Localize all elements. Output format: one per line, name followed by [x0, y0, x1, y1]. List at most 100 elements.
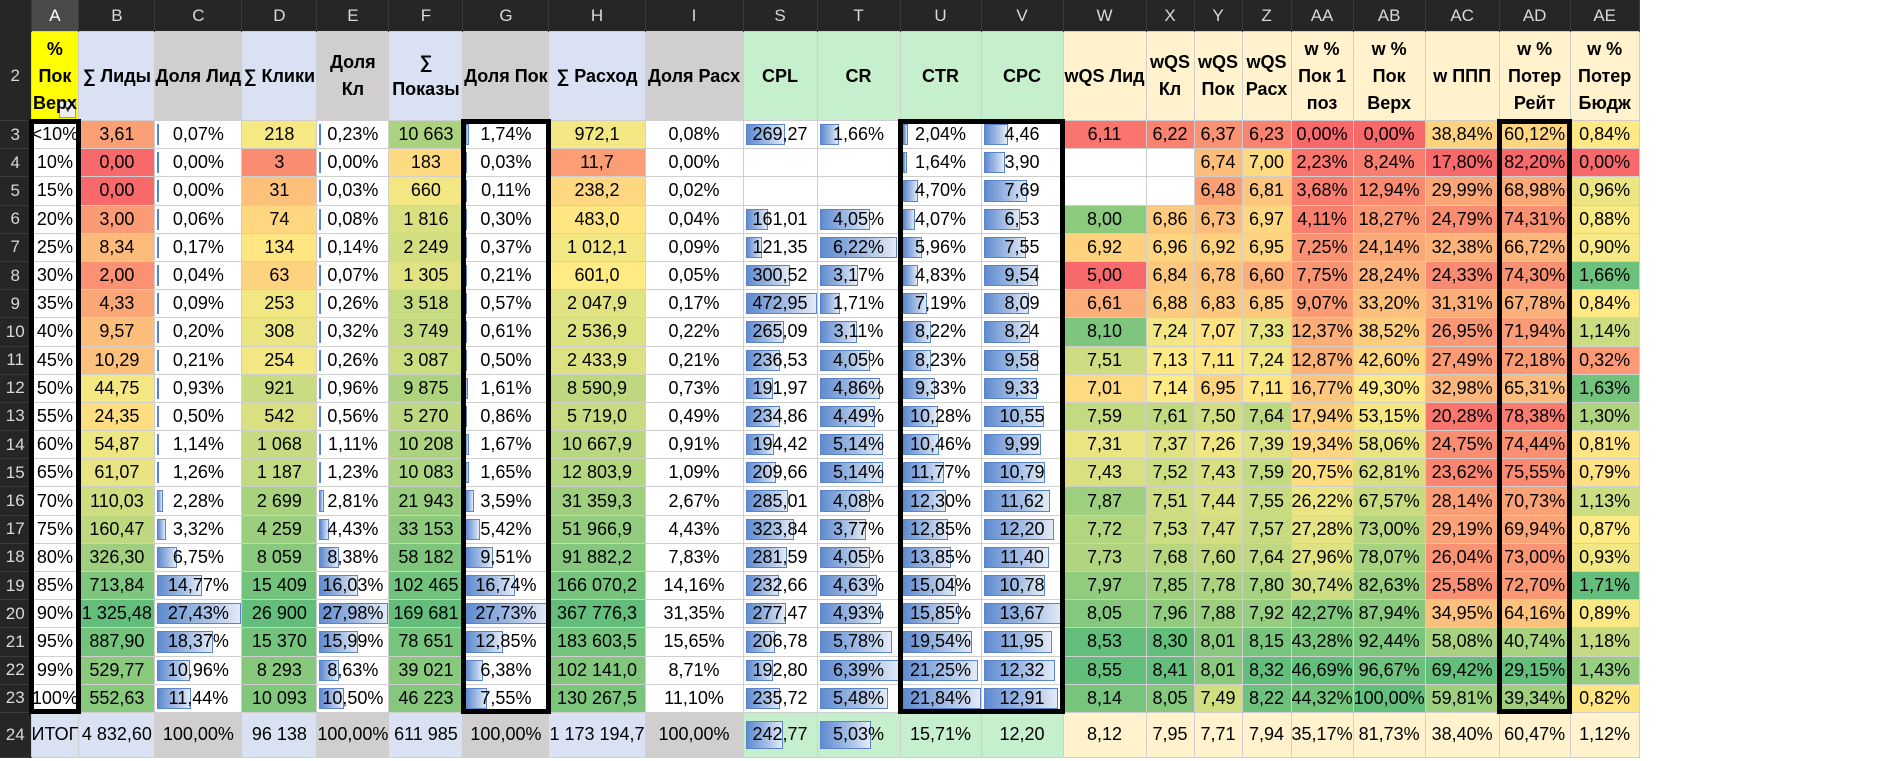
cell-x-9[interactable]: 6,88	[1145, 289, 1195, 319]
cell-x-17[interactable]: 7,53	[1145, 514, 1195, 544]
cell-w-6[interactable]: 8,00	[1062, 204, 1147, 234]
cell-d-22[interactable]: 8 293	[241, 655, 318, 685]
cell-y-12[interactable]: 6,95	[1193, 373, 1243, 403]
row-number[interactable]: 10	[0, 317, 31, 347]
row-number[interactable]: 14	[0, 430, 31, 460]
column-title-y[interactable]: wQS Пок	[1193, 31, 1243, 121]
cell-t-13[interactable]: 4,49%	[816, 401, 901, 432]
column-title-z[interactable]: wQS Расх	[1241, 31, 1292, 121]
cell-h-3[interactable]: 972,1	[548, 119, 646, 150]
cell-v-21[interactable]: 11,95	[980, 627, 1064, 657]
cell-ac-11[interactable]: 27,49%	[1424, 345, 1500, 375]
cell-ac-15[interactable]: 23,62%	[1424, 458, 1500, 488]
cell-ad-18[interactable]: 73,00%	[1498, 542, 1571, 573]
cell-ac-8[interactable]: 24,33%	[1424, 260, 1500, 291]
cell-v-5[interactable]: 7,69	[980, 176, 1064, 206]
cell-ae-15[interactable]: 0,79%	[1569, 458, 1640, 488]
cell-b-21[interactable]: 887,90	[78, 627, 156, 657]
row-number[interactable]: 11	[0, 346, 31, 375]
cell-g-13[interactable]: 0,86%	[462, 401, 550, 432]
cell-i-23[interactable]: 11,10%	[644, 683, 744, 713]
cell-a-23[interactable]: 100%	[30, 683, 80, 713]
cell-d-3[interactable]: 218	[241, 119, 318, 150]
cell-u-5[interactable]: 4,70%	[899, 176, 982, 206]
cell-z-9[interactable]: 6,85	[1241, 289, 1292, 319]
cell-d-23[interactable]: 10 093	[241, 683, 318, 713]
cell-ae-21[interactable]: 1,18%	[1569, 627, 1640, 657]
cell-g-17[interactable]: 5,42%	[462, 514, 550, 544]
cell-v-14[interactable]: 9,99	[980, 430, 1064, 460]
cell-b-9[interactable]: 4,33	[78, 289, 156, 319]
cell-x-21[interactable]: 8,30	[1145, 627, 1195, 657]
column-title-ac[interactable]: w ППП	[1424, 31, 1500, 121]
cell-g-22[interactable]: 6,38%	[462, 655, 550, 685]
cell-d-7[interactable]: 134	[241, 232, 318, 262]
cell-u-8[interactable]: 4,83%	[899, 260, 982, 291]
cell-ac-12[interactable]: 32,98%	[1424, 373, 1500, 403]
cell-s-3[interactable]: 269,27	[742, 119, 818, 150]
cell-z-15[interactable]: 7,59	[1241, 458, 1292, 488]
cell-y-23[interactable]: 7,49	[1193, 683, 1243, 713]
cell-b-22[interactable]: 529,77	[78, 655, 156, 685]
cell-i-16[interactable]: 2,67%	[644, 486, 744, 516]
cell-u-16[interactable]: 12,30%	[899, 486, 982, 516]
cell-v-7[interactable]: 7,55	[980, 232, 1064, 262]
cell-a-8[interactable]: 30%	[30, 260, 80, 291]
total-cell-t[interactable]: 5,03%	[816, 711, 901, 758]
total-cell-f[interactable]: 611 985	[388, 711, 464, 758]
cell-s-5[interactable]	[742, 176, 818, 206]
cell-e-11[interactable]: 0,26%	[316, 345, 390, 375]
cell-e-14[interactable]: 1,11%	[316, 430, 390, 460]
column-title-w[interactable]: wQS Лид	[1062, 31, 1147, 121]
cell-w-23[interactable]: 8,14	[1062, 683, 1147, 713]
cell-ac-23[interactable]: 59,81%	[1424, 683, 1500, 713]
cell-z-6[interactable]: 6,97	[1241, 204, 1292, 234]
cell-a-3[interactable]: <10%	[30, 119, 80, 150]
cell-ae-10[interactable]: 1,14%	[1569, 317, 1640, 347]
cell-y-18[interactable]: 7,60	[1193, 542, 1243, 573]
cell-ae-11[interactable]: 0,32%	[1569, 345, 1640, 375]
cell-g-6[interactable]: 0,30%	[462, 204, 550, 234]
cell-i-13[interactable]: 0,49%	[644, 401, 744, 432]
cell-ad-3[interactable]: 60,12%	[1498, 119, 1571, 150]
cell-i-8[interactable]: 0,05%	[644, 260, 744, 291]
cell-z-17[interactable]: 7,57	[1241, 514, 1292, 544]
cell-c-5[interactable]: 0,00%	[154, 176, 243, 206]
cell-g-23[interactable]: 7,55%	[462, 683, 550, 713]
cell-ac-21[interactable]: 58,08%	[1424, 627, 1500, 657]
cell-i-11[interactable]: 0,21%	[644, 345, 744, 375]
column-title-d[interactable]: ∑ Клики	[241, 31, 318, 121]
cell-b-12[interactable]: 44,75	[78, 373, 156, 403]
cell-c-15[interactable]: 1,26%	[154, 458, 243, 488]
row-number[interactable]: 4	[0, 148, 31, 178]
cell-y-15[interactable]: 7,43	[1193, 458, 1243, 488]
cell-f-15[interactable]: 10 083	[388, 458, 464, 488]
cell-b-13[interactable]: 24,35	[78, 401, 156, 432]
column-header-c[interactable]: C	[154, 0, 243, 32]
cell-e-5[interactable]: 0,03%	[316, 176, 390, 206]
cell-z-19[interactable]: 7,80	[1241, 570, 1292, 601]
cell-i-10[interactable]: 0,22%	[644, 317, 744, 347]
cell-s-19[interactable]: 232,66	[742, 570, 818, 601]
cell-ac-7[interactable]: 32,38%	[1424, 232, 1500, 262]
column-title-x[interactable]: wQS Кл	[1145, 31, 1195, 121]
cell-y-6[interactable]: 6,73	[1193, 204, 1243, 234]
total-cell-a[interactable]: ИТОГ	[30, 711, 80, 758]
cell-ad-23[interactable]: 39,34%	[1498, 683, 1571, 713]
cell-y-17[interactable]: 7,47	[1193, 514, 1243, 544]
cell-y-10[interactable]: 7,07	[1193, 317, 1243, 347]
cell-x-12[interactable]: 7,14	[1145, 373, 1195, 403]
cell-s-22[interactable]: 192,80	[742, 655, 818, 685]
column-title-v[interactable]: CPC	[980, 31, 1064, 121]
cell-z-21[interactable]: 8,15	[1241, 627, 1292, 657]
cell-aa-18[interactable]: 27,96%	[1290, 542, 1354, 573]
cell-e-20[interactable]: 27,98%	[316, 599, 390, 629]
column-header-ad[interactable]: AD	[1499, 0, 1571, 32]
cell-y-8[interactable]: 6,78	[1193, 260, 1243, 291]
row-number[interactable]: 2	[0, 31, 31, 121]
cell-y-9[interactable]: 6,83	[1193, 289, 1243, 319]
cell-s-20[interactable]: 277,47	[742, 599, 818, 629]
cell-s-8[interactable]: 300,52	[742, 260, 818, 291]
row-number[interactable]: 12	[0, 374, 31, 403]
cell-c-3[interactable]: 0,07%	[154, 119, 243, 150]
